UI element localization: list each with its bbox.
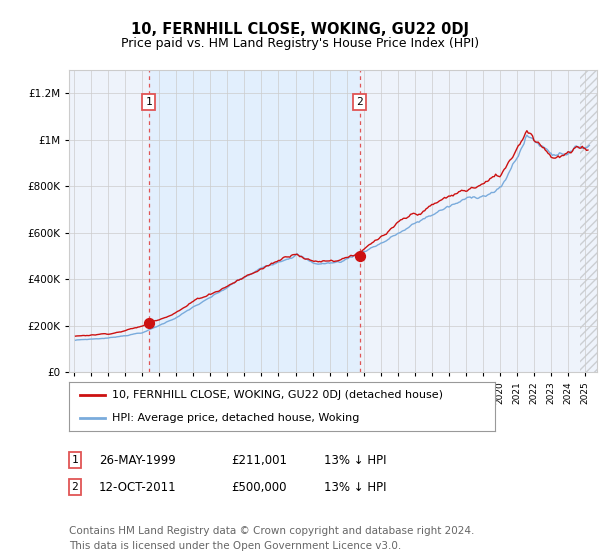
Text: Price paid vs. HM Land Registry's House Price Index (HPI): Price paid vs. HM Land Registry's House … [121, 37, 479, 50]
Text: £500,000: £500,000 [231, 480, 287, 494]
Text: 2: 2 [356, 97, 363, 107]
Text: £211,001: £211,001 [231, 454, 287, 467]
Point [355, 251, 365, 260]
Text: HPI: Average price, detached house, Woking: HPI: Average price, detached house, Woki… [112, 413, 359, 423]
Text: 13% ↓ HPI: 13% ↓ HPI [324, 480, 386, 494]
Text: 10, FERNHILL CLOSE, WOKING, GU22 0DJ (detached house): 10, FERNHILL CLOSE, WOKING, GU22 0DJ (de… [112, 390, 443, 400]
Text: 13% ↓ HPI: 13% ↓ HPI [324, 454, 386, 467]
Text: 1: 1 [145, 97, 152, 107]
Text: 2: 2 [71, 482, 79, 492]
Text: 26-MAY-1999: 26-MAY-1999 [99, 454, 176, 467]
Bar [149, 70, 360, 372]
Text: 12-OCT-2011: 12-OCT-2011 [99, 480, 176, 494]
Text: 10, FERNHILL CLOSE, WOKING, GU22 0DJ: 10, FERNHILL CLOSE, WOKING, GU22 0DJ [131, 22, 469, 38]
Bar [580, 70, 597, 372]
Text: Contains HM Land Registry data © Crown copyright and database right 2024.
This d: Contains HM Land Registry data © Crown c… [69, 526, 475, 551]
Point [144, 319, 154, 328]
Text: 1: 1 [71, 455, 79, 465]
